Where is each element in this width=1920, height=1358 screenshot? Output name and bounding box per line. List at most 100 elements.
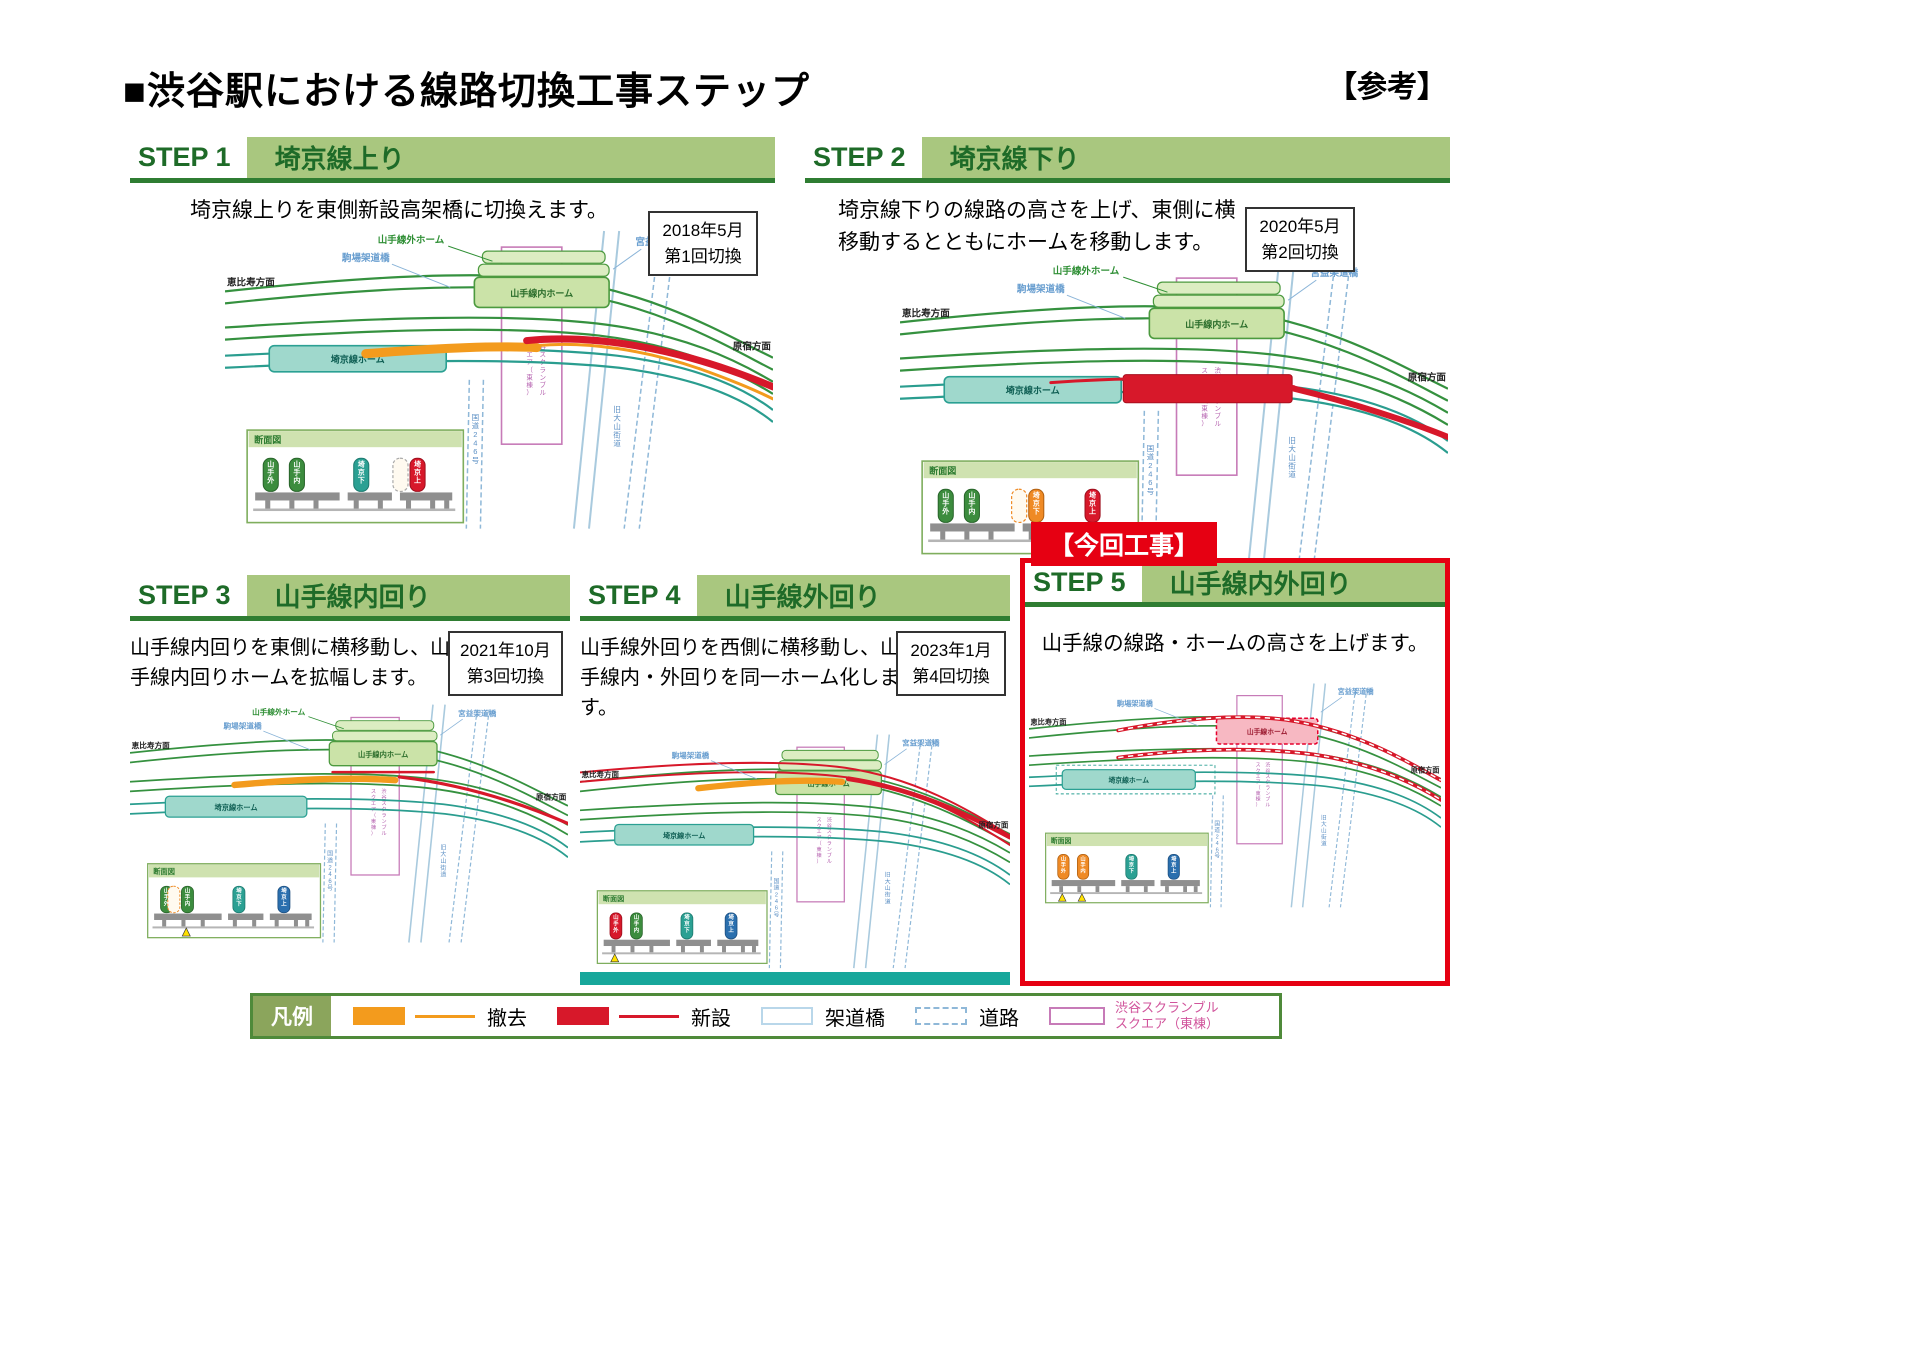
legend-item-bridge: 架道橋 [761, 1002, 885, 1031]
bridges-and-roads [1209, 683, 1368, 908]
svg-text:山手内: 山手内 [293, 459, 300, 484]
svg-text:渋谷スクランブル: 渋谷スクランブル [827, 816, 832, 864]
construction-overlays [1049, 377, 1448, 440]
svg-text:駒場架道橋: 駒場架道橋 [1116, 699, 1154, 708]
step5-description: 山手線の線路・ホームの高さを上げます。 [1041, 632, 1429, 655]
svg-text:原宿方面: 原宿方面 [978, 820, 1008, 830]
svg-text:断面図: 断面図 [603, 894, 624, 903]
svg-text:埼京下: 埼京下 [1129, 854, 1135, 874]
svg-text:埼京上: 埼京上 [414, 459, 421, 484]
svg-text:山手外: 山手外 [1060, 854, 1067, 874]
svg-text:宮益架道橋: 宮益架道橋 [1338, 687, 1375, 696]
svg-text:渋谷スクランブル: 渋谷スクランブル [1265, 761, 1270, 808]
new-swatch [557, 1007, 609, 1025]
svg-text:断面図: 断面図 [153, 867, 175, 876]
trackmap-svg: 渋谷スクランブルスクエア（東棟）山手線内ホーム埼京線ホーム山手線外ホーム駒場架道… [900, 261, 1448, 560]
svg-text:宮益架道橋: 宮益架道橋 [902, 738, 940, 748]
svg-text:埼京上: 埼京上 [281, 887, 287, 908]
step4-description: 山手線外回りを西側に横移動し、山手線内・外回りを同一ホーム化します。 [580, 637, 900, 719]
svg-text:スクエア（東棟）: スクエア（東棟） [1256, 762, 1261, 808]
svg-text:駒場架道橋: 駒場架道橋 [671, 750, 710, 760]
svg-text:恵比寿方面: 恵比寿方面 [1031, 717, 1067, 726]
trackmap-svg: 渋谷スクランブルスクエア（東棟）山手線内ホーム埼京線ホーム山手線外ホーム駒場架道… [225, 230, 773, 529]
svg-text:山手線内ホーム: 山手線内ホーム [1185, 318, 1248, 329]
legend-label-removal: 撤去 [487, 1007, 527, 1030]
step2-date-box: 2020年5月 第2回切換 [1245, 207, 1355, 272]
svg-text:山手線外ホーム: 山手線外ホーム [378, 234, 445, 246]
svg-text:断面図: 断面図 [254, 434, 281, 445]
removal-swatch [353, 1007, 405, 1025]
svg-text:原宿方面: 原宿方面 [733, 340, 772, 352]
svg-text:断面図: 断面図 [929, 465, 956, 476]
legend-label-new: 新設 [691, 1007, 731, 1030]
step3-panel: STEP 3 山手線内回り 山手線内回りを東側に横移動し、山手線内回りホームを拡… [130, 575, 570, 944]
svg-text:山手外: 山手外 [612, 913, 619, 934]
step2-date-line1: 2020年5月 [1259, 217, 1341, 236]
svg-text:山手外: 山手外 [163, 887, 170, 908]
legend-item-building: 渋谷スクランブル スクエア（東棟） [1049, 1000, 1219, 1031]
legend-item-road: 道路 [915, 1002, 1019, 1031]
step3-description: 山手線内回りを東側に横移動し、山手線内回りホームを拡幅します。 [130, 637, 450, 689]
svg-text:埼京線ホーム: 埼京線ホーム [331, 353, 385, 364]
svg-text:駒場架道橋: 駒場架道橋 [1016, 283, 1065, 295]
svg-text:埼京線ホーム: 埼京線ホーム [1109, 775, 1150, 784]
svg-text:山手線内ホーム: 山手線内ホーム [358, 750, 408, 759]
step4-date-line2: 第4回切換 [912, 666, 990, 686]
step4-header: STEP 4 山手線外回り [580, 575, 1010, 621]
step3-label: STEP 3 [130, 575, 247, 616]
svg-text:山手外: 山手外 [267, 459, 274, 484]
svg-text:山手内: 山手内 [968, 490, 975, 515]
svg-text:旧大山街道: 旧大山街道 [613, 404, 621, 447]
svg-text:山手内: 山手内 [185, 887, 191, 908]
legend-label-road: 道路 [979, 1007, 1019, 1030]
svg-text:埼京上: 埼京上 [1089, 490, 1096, 515]
step2-panel: STEP 2 埼京線下り 埼京線下りの線路の高さを上げ、東側に横移動するとともに… [805, 137, 1450, 562]
step4-track-diagram: 渋谷スクランブル スクエア（東棟） 山手線ホーム 埼京線ホーム 駒場架道橋 宮益架道橋 恵比… [580, 733, 1010, 970]
svg-text:旧大山街道: 旧大山街道 [1288, 436, 1296, 479]
step3-date-box: 2021年10月 第3回切換 [448, 631, 563, 696]
step2-label: STEP 2 [805, 137, 922, 178]
construction-overlays [1116, 714, 1441, 802]
step2-name: 埼京線下り [921, 137, 1450, 178]
svg-text:恵比寿方面: 恵比寿方面 [227, 276, 275, 288]
svg-text:山手線外ホーム: 山手線外ホーム [1053, 265, 1120, 277]
trackmap-svg: 渋谷スクランブルスクエア（東棟）山手線内ホーム埼京線ホーム山手線外ホーム駒場架道… [130, 704, 568, 943]
step3-date-line2: 第3回切換 [466, 666, 545, 686]
step3-track-diagram: 渋谷スクランブル スクエア（東棟） 山手線内ホーム 埼京線ホーム 山手線外ホーム 駒場架道… [130, 703, 568, 944]
step4-label: STEP 4 [580, 575, 697, 616]
step5-track-diagram: 渋谷スクランブル スクエア（東棟） 山手線ホーム 埼京線ホーム 駒場架道橋 宮益架道橋 恵比… [1029, 682, 1441, 909]
step3-date-line1: 2021年10月 [460, 641, 551, 660]
current-work-badge: 【今回工事】 [1031, 522, 1218, 566]
page-title: ■渋谷駅における線路切換工事ステップ [123, 71, 810, 113]
reference-tag: 【参考】 [1327, 71, 1447, 104]
svg-text:山手内: 山手内 [634, 913, 640, 934]
building-swatch [1049, 1007, 1105, 1025]
step1-track-diagram: 渋谷スクランブル スクエア（東棟） 山手線内ホーム 埼京線ホーム 山手線外ホーム 駒場架道… [225, 229, 773, 531]
step2-description: 埼京線下りの線路の高さを上げ、東側に横移動するとともにホームを移動します。 [838, 199, 1236, 254]
step2-header: STEP 2 埼京線下り [805, 137, 1450, 183]
step4-name: 山手線外回り [696, 575, 1010, 616]
svg-text:スクエア（東棟）: スクエア（東棟） [371, 788, 377, 837]
bridge-swatch [761, 1007, 813, 1025]
step2-date-line2: 第2回切換 [1261, 242, 1339, 262]
svg-text:山手線ホーム: 山手線ホーム [1247, 727, 1288, 736]
legend-label-building: 渋谷スクランブル スクエア（東棟） [1115, 1000, 1220, 1031]
step5-label: STEP 5 [1025, 563, 1142, 602]
svg-text:渋谷スクランブル: 渋谷スクランブル [381, 787, 387, 837]
new-line-swatch [619, 1014, 679, 1018]
step5-name: 山手線内外回り [1141, 563, 1445, 602]
